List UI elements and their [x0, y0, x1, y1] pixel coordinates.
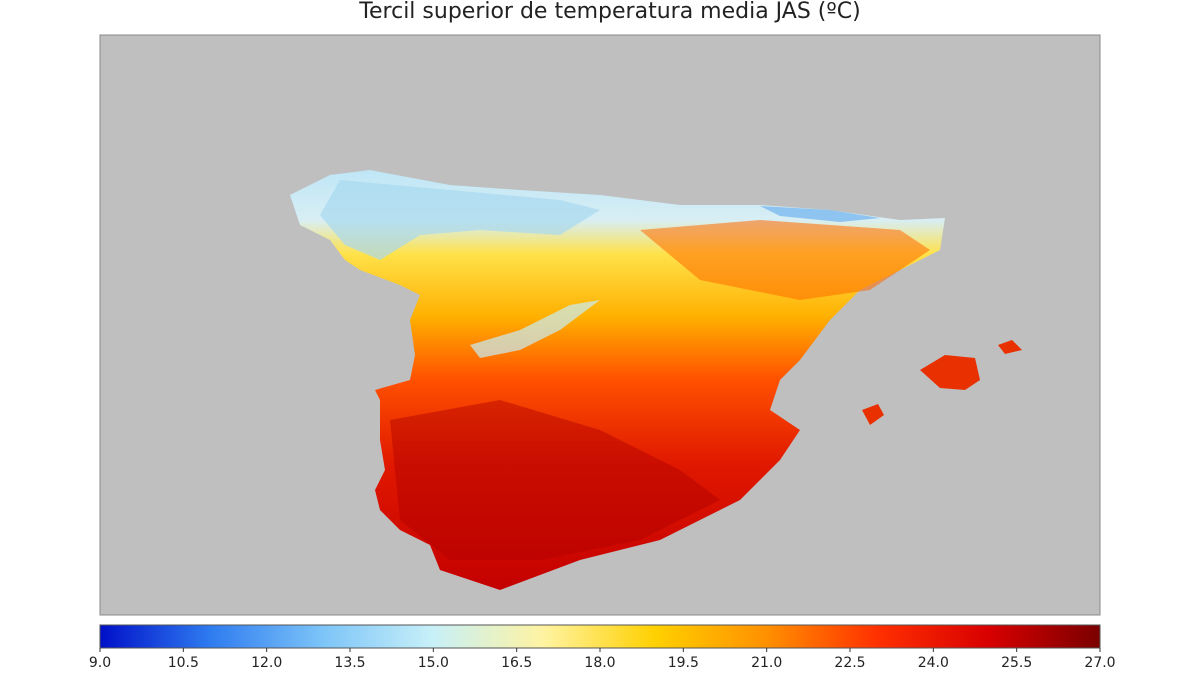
colorbar-tick-label: 15.0 — [418, 655, 449, 671]
colorbar-tick-label: 22.5 — [834, 655, 865, 671]
colorbar-tick-label: 21.0 — [751, 655, 782, 671]
colorbar-tick-label: 24.0 — [918, 655, 949, 671]
colorbar-tick-label: 18.0 — [584, 655, 615, 671]
colorbar-tick-label: 25.5 — [1001, 655, 1032, 671]
ibiza — [862, 404, 884, 425]
colorbar — [99, 624, 1101, 649]
northeast-warm — [640, 220, 930, 300]
colorbar-tick-label: 16.5 — [501, 655, 532, 671]
colorbar-tick-label: 19.5 — [668, 655, 699, 671]
colorbar-tick-label: 27.0 — [1084, 655, 1115, 671]
colorbar-tick-label: 13.5 — [334, 655, 365, 671]
menorca — [998, 340, 1022, 354]
south-hot — [390, 400, 720, 560]
map-title: Tercil superior de temperatura media JAS… — [358, 0, 860, 24]
colorbar-tick-label: 12.0 — [251, 655, 282, 671]
pyrenees-cool-band — [760, 206, 880, 222]
colorbar-tick-label: 9.0 — [89, 655, 111, 671]
colorbar-tick-label: 10.5 — [168, 655, 199, 671]
north-cool-band — [320, 180, 600, 260]
mallorca — [920, 355, 980, 390]
central-cool-patch — [470, 300, 600, 358]
